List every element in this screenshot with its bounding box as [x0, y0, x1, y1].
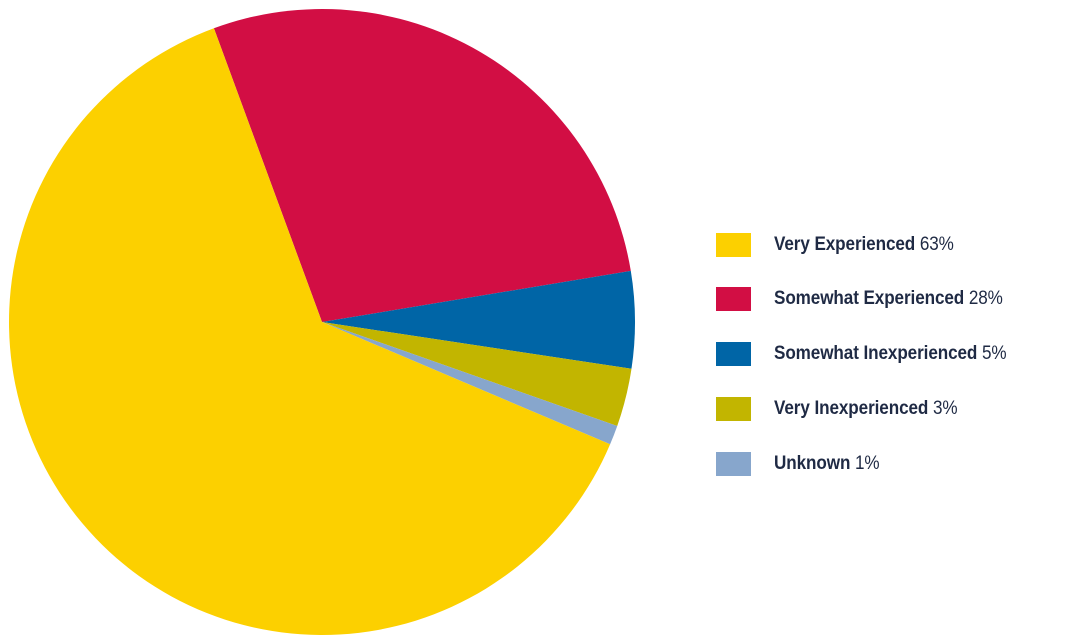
legend-item-somewhat-inexperienced: Somewhat Inexperienced 5%	[716, 341, 1032, 367]
legend-text: Unknown 1%	[774, 453, 880, 475]
legend-item-very-inexperienced: Very Inexperienced 3%	[716, 396, 978, 422]
legend-text: Somewhat Experienced 28%	[774, 288, 1003, 310]
legend-swatch-unknown	[716, 452, 751, 476]
legend-value: 28%	[968, 288, 1003, 309]
legend-label: Unknown	[774, 453, 851, 474]
pie-slice-somewhat-experienced	[213, 8, 631, 322]
legend-item-unknown: Unknown 1%	[716, 451, 891, 477]
legend: Very Experienced 63% Somewhat Experience…	[716, 0, 1085, 636]
legend-text: Very Experienced 63%	[774, 234, 954, 256]
legend-swatch-very-experienced	[716, 233, 751, 257]
pie-slice-very-inexperienced	[322, 322, 632, 426]
legend-text: Very Inexperienced 3%	[774, 398, 958, 420]
pie-plot-area	[9, 8, 636, 635]
legend-label: Somewhat Experienced	[774, 288, 965, 309]
legend-swatch-very-inexperienced	[716, 397, 751, 421]
legend-value: 63%	[919, 234, 954, 255]
legend-value: 5%	[981, 343, 1007, 364]
pie-slice-very-experienced	[9, 28, 611, 635]
legend-value: 3%	[932, 398, 958, 419]
pie-slice-unknown	[322, 322, 618, 445]
legend-swatch-somewhat-inexperienced	[716, 342, 751, 366]
legend-text: Somewhat Inexperienced 5%	[774, 343, 1007, 365]
legend-label: Somewhat Inexperienced	[774, 343, 978, 364]
legend-swatch-somewhat-experienced	[716, 287, 751, 311]
legend-label: Very Inexperienced	[774, 398, 929, 419]
legend-label: Very Experienced	[774, 234, 916, 255]
legend-value: 1%	[854, 453, 880, 474]
legend-item-somewhat-experienced: Somewhat Experienced 28%	[716, 286, 1028, 312]
pie-slice-somewhat-inexperienced	[322, 270, 636, 369]
legend-item-very-experienced: Very Experienced 63%	[716, 232, 974, 258]
